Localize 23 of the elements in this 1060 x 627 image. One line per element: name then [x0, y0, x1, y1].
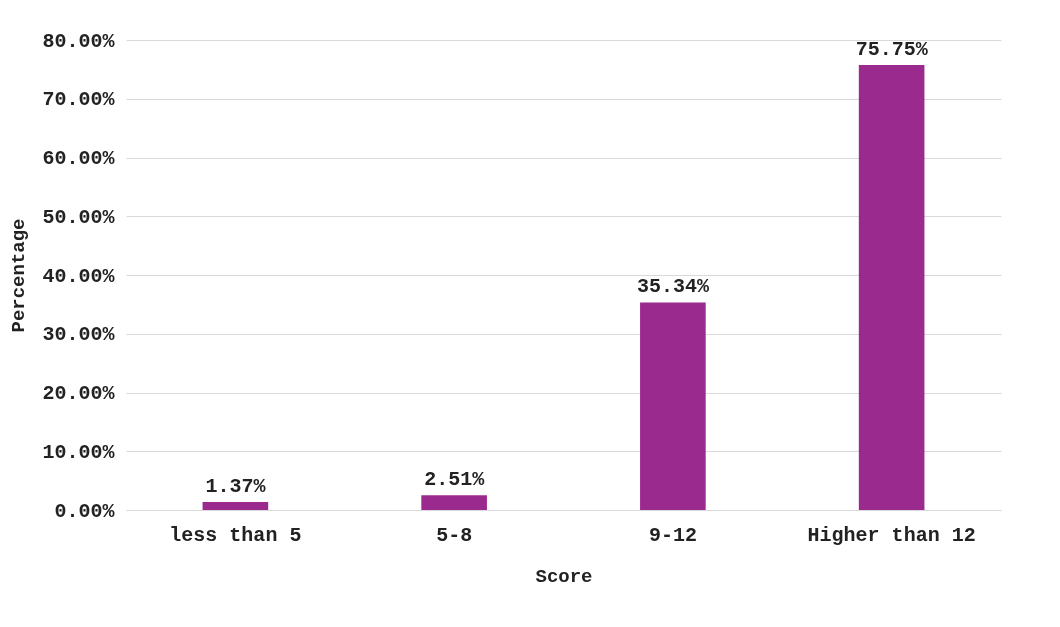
bar [421, 495, 487, 510]
data-label: 75.75% [855, 37, 929, 61]
y-tick-label: 80.00% [42, 29, 116, 53]
data-label: 35.34% [636, 275, 710, 299]
y-tick-label: 30.00% [42, 323, 116, 347]
x-tick-label: less than 5 [169, 523, 302, 547]
bar [202, 501, 269, 510]
data-label: 1.37% [205, 474, 267, 498]
x-axis-title: Score [535, 565, 593, 588]
y-axis-title: Percentage [8, 218, 31, 333]
x-tick-label: 5-8 [436, 523, 473, 547]
y-tick-label: 10.00% [42, 440, 116, 464]
y-tick-label: 60.00% [42, 147, 116, 170]
y-tick-label: 70.00% [42, 88, 116, 112]
y-tick-label: 0.00% [54, 499, 116, 523]
y-tick-label: 20.00% [42, 382, 116, 405]
bar [640, 302, 706, 510]
y-tick-label: 50.00% [42, 205, 116, 229]
x-tick-label: 9-12 [648, 523, 697, 547]
bar [858, 64, 925, 510]
x-tick-label: Higher than 12 [807, 523, 976, 547]
y-tick-label: 40.00% [42, 264, 116, 288]
data-label: 2.51% [424, 468, 486, 492]
